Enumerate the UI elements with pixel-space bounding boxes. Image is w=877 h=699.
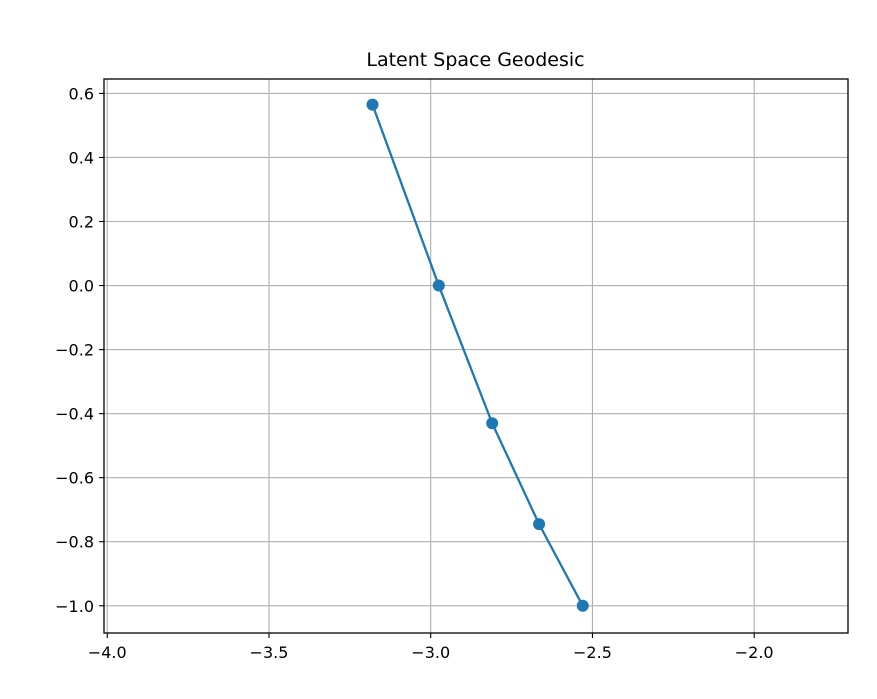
y-tick-label: 0.6 [69, 84, 94, 103]
plot-frame [103, 78, 849, 634]
y-tick-label: 0.2 [69, 213, 94, 232]
y-tick-label: −0.8 [55, 533, 94, 552]
data-point [432, 279, 445, 292]
x-axis: −4.0 −3.5 −3.0 −2.5 −2.0 [88, 633, 774, 662]
data-point [366, 98, 379, 111]
grid [104, 79, 848, 633]
x-tick-label: −2.0 [735, 643, 774, 662]
x-tick-label: −4.0 [88, 643, 127, 662]
y-tick-label: −0.4 [55, 405, 94, 424]
chart-title: Latent Space Geodesic [366, 49, 584, 71]
x-tick-label: −2.5 [573, 643, 612, 662]
data-point [533, 518, 546, 531]
y-axis: 0.6 0.4 0.2 0.0 −0.2 −0.4 −0.6 −0.8 −1.0 [55, 84, 104, 616]
y-tick-label: −0.6 [55, 469, 94, 488]
series-layer [366, 98, 589, 612]
y-tick-label: −0.2 [55, 341, 94, 360]
data-point [486, 417, 499, 430]
data-point [576, 599, 589, 612]
y-tick-label: 0.4 [69, 148, 94, 167]
y-tick-label: −1.0 [55, 597, 94, 616]
x-tick-label: −3.5 [250, 643, 289, 662]
y-tick-label: 0.0 [69, 277, 94, 296]
x-tick-label: −3.0 [411, 643, 450, 662]
